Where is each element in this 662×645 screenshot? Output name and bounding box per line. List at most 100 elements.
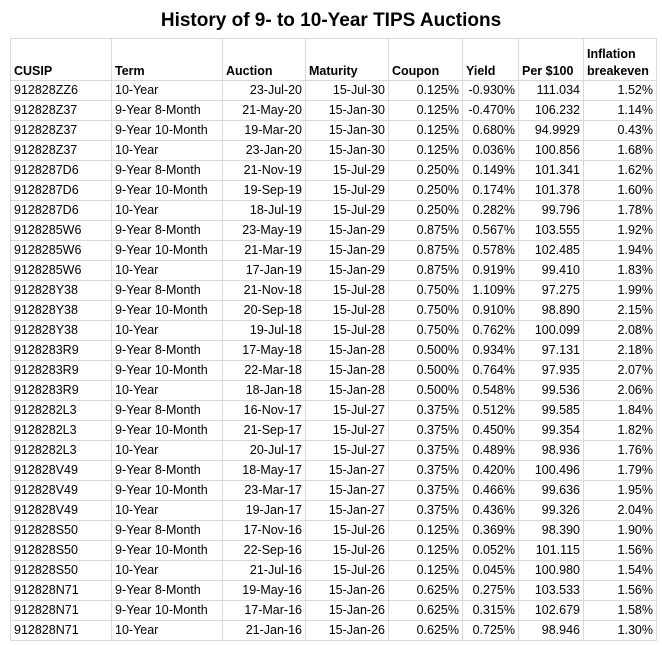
table-cell: 0.750% [388, 300, 463, 321]
table-cell: 1.52% [583, 80, 657, 101]
column-header: Inflation breakeven [583, 38, 657, 81]
table-cell: 1.83% [583, 260, 657, 281]
table-cell: 94.9929 [518, 120, 584, 141]
table-cell: 15-Jul-29 [305, 180, 389, 201]
table-cell: 0.369% [462, 520, 519, 541]
table-cell: 15-Jan-28 [305, 340, 389, 361]
table-cell: 912828S50 [10, 520, 112, 541]
table-cell: 0.315% [462, 600, 519, 621]
table-cell: 100.856 [518, 140, 584, 161]
table-cell: 101.341 [518, 160, 584, 181]
table-cell: 10-Year [111, 80, 223, 101]
table-cell: 0.750% [388, 320, 463, 341]
table-row: 912828S50 10-Year 21-Jul-16 15-Jul-26 0.125%… [10, 560, 657, 581]
table-cell: 23-Mar-17 [222, 480, 306, 501]
table-cell: 9-Year 10-Month [111, 420, 223, 441]
table-cell: 9-Year 8-Month [111, 580, 223, 601]
table-cell: 0.43% [583, 120, 657, 141]
table-cell: 0.910% [462, 300, 519, 321]
table-cell: 1.56% [583, 580, 657, 601]
table-cell: 100.980 [518, 560, 584, 581]
table-cell: 111.034 [518, 80, 584, 101]
table-cell: 0.625% [388, 600, 463, 621]
table-cell: 1.60% [583, 180, 657, 201]
table-cell: 97.275 [518, 280, 584, 301]
table-cell: 17-Mar-16 [222, 600, 306, 621]
table-cell: 23-May-19 [222, 220, 306, 241]
table-cell: 98.390 [518, 520, 584, 541]
table-cell: 15-Jul-26 [305, 560, 389, 581]
table-cell: 15-Jan-30 [305, 120, 389, 141]
table-cell: 0.512% [462, 400, 519, 421]
table-cell: 20-Sep-18 [222, 300, 306, 321]
table-cell: 1.78% [583, 200, 657, 221]
table-cell: 0.375% [388, 420, 463, 441]
table-row: 912828ZZ6 10-Year 23-Jul-20 15-Jul-30 0.125%… [10, 80, 657, 101]
table-cell: 0.250% [388, 200, 463, 221]
table-cell: 0.125% [388, 80, 463, 101]
table-cell: 23-Jul-20 [222, 80, 306, 101]
table-cell: 9128287D6 [10, 160, 112, 181]
table-cell: 15-Jan-28 [305, 360, 389, 381]
table-cell: 15-Jul-27 [305, 400, 389, 421]
table-cell: 10-Year [111, 380, 223, 401]
table-cell: 20-Jul-17 [222, 440, 306, 461]
table-cell: 15-Jul-26 [305, 540, 389, 561]
table-cell: 10-Year [111, 260, 223, 281]
table-cell: 0.548% [462, 380, 519, 401]
table-cell: 19-May-16 [222, 580, 306, 601]
table-cell: 9-Year 8-Month [111, 160, 223, 181]
column-header: Maturity [305, 38, 389, 81]
table-row: 912828Z37 10-Year 23-Jan-20 15-Jan-30 0.125%… [10, 140, 657, 161]
table-cell: 912828Y38 [10, 280, 112, 301]
table-cell: 1.90% [583, 520, 657, 541]
table-cell: 1.14% [583, 100, 657, 121]
table-cell: 0.052% [462, 540, 519, 561]
table-cell: 912828N71 [10, 580, 112, 601]
table-cell: 18-May-17 [222, 460, 306, 481]
table-row: 912828V49 9-Year 10-Month 23-Mar-17 15-Jan-… [10, 480, 657, 501]
table-row: 912828Z37 9-Year 8-Month 21-May-20 15-Jan-3… [10, 100, 657, 121]
table-cell: 9-Year 10-Month [111, 300, 223, 321]
table-cell: 0.125% [388, 540, 463, 561]
table-cell: 9128285W6 [10, 260, 112, 281]
table-cell: 0.125% [388, 140, 463, 161]
table-cell: 0.725% [462, 620, 519, 641]
table-cell: 1.95% [583, 480, 657, 501]
table-cell: 1.94% [583, 240, 657, 261]
table-cell: 1.92% [583, 220, 657, 241]
table-row: 9128287D6 10-Year 18-Jul-19 15-Jul-29 0.250%… [10, 200, 657, 221]
table-cell: 0.500% [388, 380, 463, 401]
table-row: 9128283R9 9-Year 10-Month 22-Mar-18 15-Jan-… [10, 360, 657, 381]
table-cell: 9-Year 8-Month [111, 460, 223, 481]
table-cell: 912828V49 [10, 500, 112, 521]
table-cell: 0.450% [462, 420, 519, 441]
table-cell: 2.15% [583, 300, 657, 321]
table-cell: 17-Jan-19 [222, 260, 306, 281]
table-row: 912828S50 9-Year 10-Month 22-Sep-16 15-Jul-… [10, 540, 657, 561]
column-header: CUSIP [10, 38, 112, 81]
table-cell: 9-Year 8-Month [111, 520, 223, 541]
table-cell: 15-Jul-26 [305, 520, 389, 541]
table-cell: 912828Y38 [10, 320, 112, 341]
table-cell: 9128287D6 [10, 200, 112, 221]
table-cell: 15-Jan-26 [305, 580, 389, 601]
table-cell: 9128282L3 [10, 420, 112, 441]
table-cell: 21-Jan-16 [222, 620, 306, 641]
column-header: Yield [462, 38, 519, 81]
table-cell: 9-Year 10-Month [111, 600, 223, 621]
table-cell: 97.131 [518, 340, 584, 361]
table-cell: 101.378 [518, 180, 584, 201]
table-cell: 15-Jan-26 [305, 620, 389, 641]
table-cell: 15-Jul-28 [305, 320, 389, 341]
table-cell: 19-Mar-20 [222, 120, 306, 141]
table-cell: 0.125% [388, 100, 463, 121]
table-cell: 912828ZZ6 [10, 80, 112, 101]
table-cell: 106.232 [518, 100, 584, 121]
table-cell: 1.30% [583, 620, 657, 641]
table-cell: 1.58% [583, 600, 657, 621]
table-cell: 0.149% [462, 160, 519, 181]
table-cell: 15-Jul-29 [305, 200, 389, 221]
table-cell: 10-Year [111, 140, 223, 161]
